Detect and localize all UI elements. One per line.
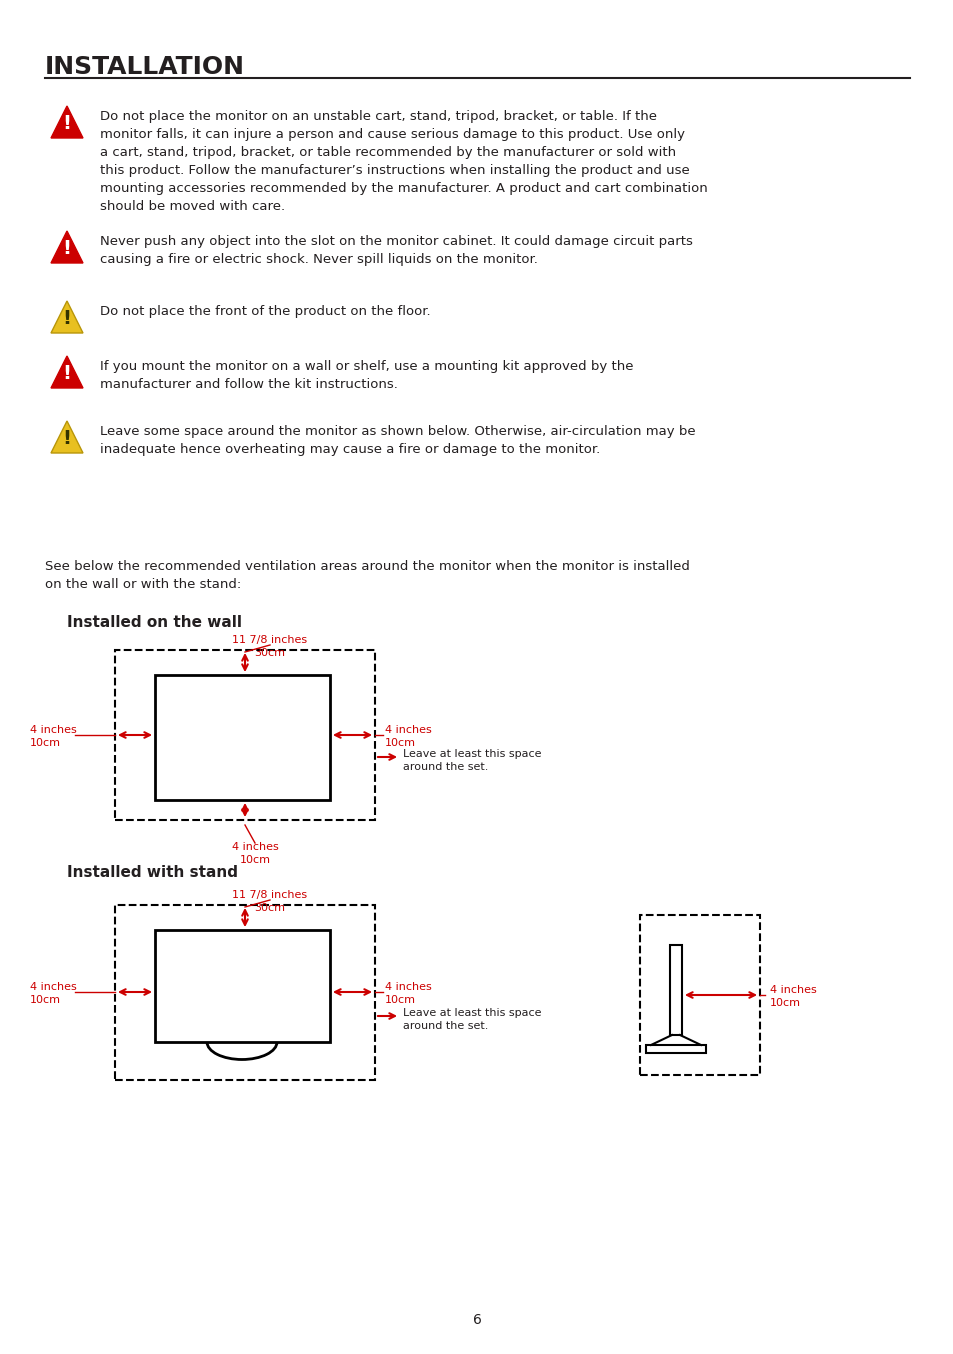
Text: 11 7/8 inches: 11 7/8 inches <box>233 635 307 645</box>
Bar <box>154 930 330 1043</box>
Text: 10cm: 10cm <box>385 738 416 747</box>
Text: Leave at least this space: Leave at least this space <box>402 1007 541 1018</box>
Text: 4 inches: 4 inches <box>232 842 278 852</box>
Bar <box>115 904 375 1080</box>
Text: 10cm: 10cm <box>385 995 416 1005</box>
Text: 4 inches: 4 inches <box>385 982 432 992</box>
Text: !: ! <box>63 364 71 383</box>
Text: Do not place the front of the product on the floor.: Do not place the front of the product on… <box>100 305 430 318</box>
Bar <box>645 1045 705 1053</box>
Text: 11 7/8 inches: 11 7/8 inches <box>233 890 307 900</box>
Text: 6: 6 <box>472 1313 481 1327</box>
Text: 4 inches: 4 inches <box>769 984 816 995</box>
Text: If you mount the monitor on a wall or shelf, use a mounting kit approved by the
: If you mount the monitor on a wall or sh… <box>100 360 633 391</box>
Text: 10cm: 10cm <box>239 854 271 865</box>
Text: !: ! <box>63 240 71 259</box>
Text: See below the recommended ventilation areas around the monitor when the monitor : See below the recommended ventilation ar… <box>45 561 689 590</box>
Text: INSTALLATION: INSTALLATION <box>45 56 245 79</box>
Bar <box>115 650 375 821</box>
Text: 10cm: 10cm <box>769 998 801 1007</box>
Text: !: ! <box>63 429 71 448</box>
Polygon shape <box>51 232 83 263</box>
Polygon shape <box>51 301 83 333</box>
Text: 4 inches: 4 inches <box>385 724 432 735</box>
Text: 4 inches: 4 inches <box>30 724 76 735</box>
Text: around the set.: around the set. <box>402 762 488 772</box>
Bar <box>639 915 760 1075</box>
Text: 10cm: 10cm <box>30 738 61 747</box>
Text: Do not place the monitor on an unstable cart, stand, tripod, bracket, or table. : Do not place the monitor on an unstable … <box>100 110 707 213</box>
Text: Leave some space around the monitor as shown below. Otherwise, air-circulation m: Leave some space around the monitor as s… <box>100 425 695 456</box>
Polygon shape <box>51 106 83 138</box>
Polygon shape <box>51 356 83 389</box>
Text: 4 inches: 4 inches <box>30 982 76 992</box>
Text: Installed on the wall: Installed on the wall <box>67 615 242 630</box>
Text: Never push any object into the slot on the monitor cabinet. It could damage circ: Never push any object into the slot on t… <box>100 236 692 265</box>
Text: around the set.: around the set. <box>402 1021 488 1030</box>
Text: 30cm: 30cm <box>254 903 285 913</box>
Text: !: ! <box>63 309 71 328</box>
Bar <box>669 945 681 1034</box>
Polygon shape <box>51 421 83 454</box>
Text: 30cm: 30cm <box>254 649 285 658</box>
Text: 10cm: 10cm <box>30 995 61 1005</box>
Text: Installed with stand: Installed with stand <box>67 865 237 880</box>
Text: Leave at least this space: Leave at least this space <box>402 749 541 760</box>
Bar <box>154 676 330 800</box>
Text: !: ! <box>63 114 71 133</box>
